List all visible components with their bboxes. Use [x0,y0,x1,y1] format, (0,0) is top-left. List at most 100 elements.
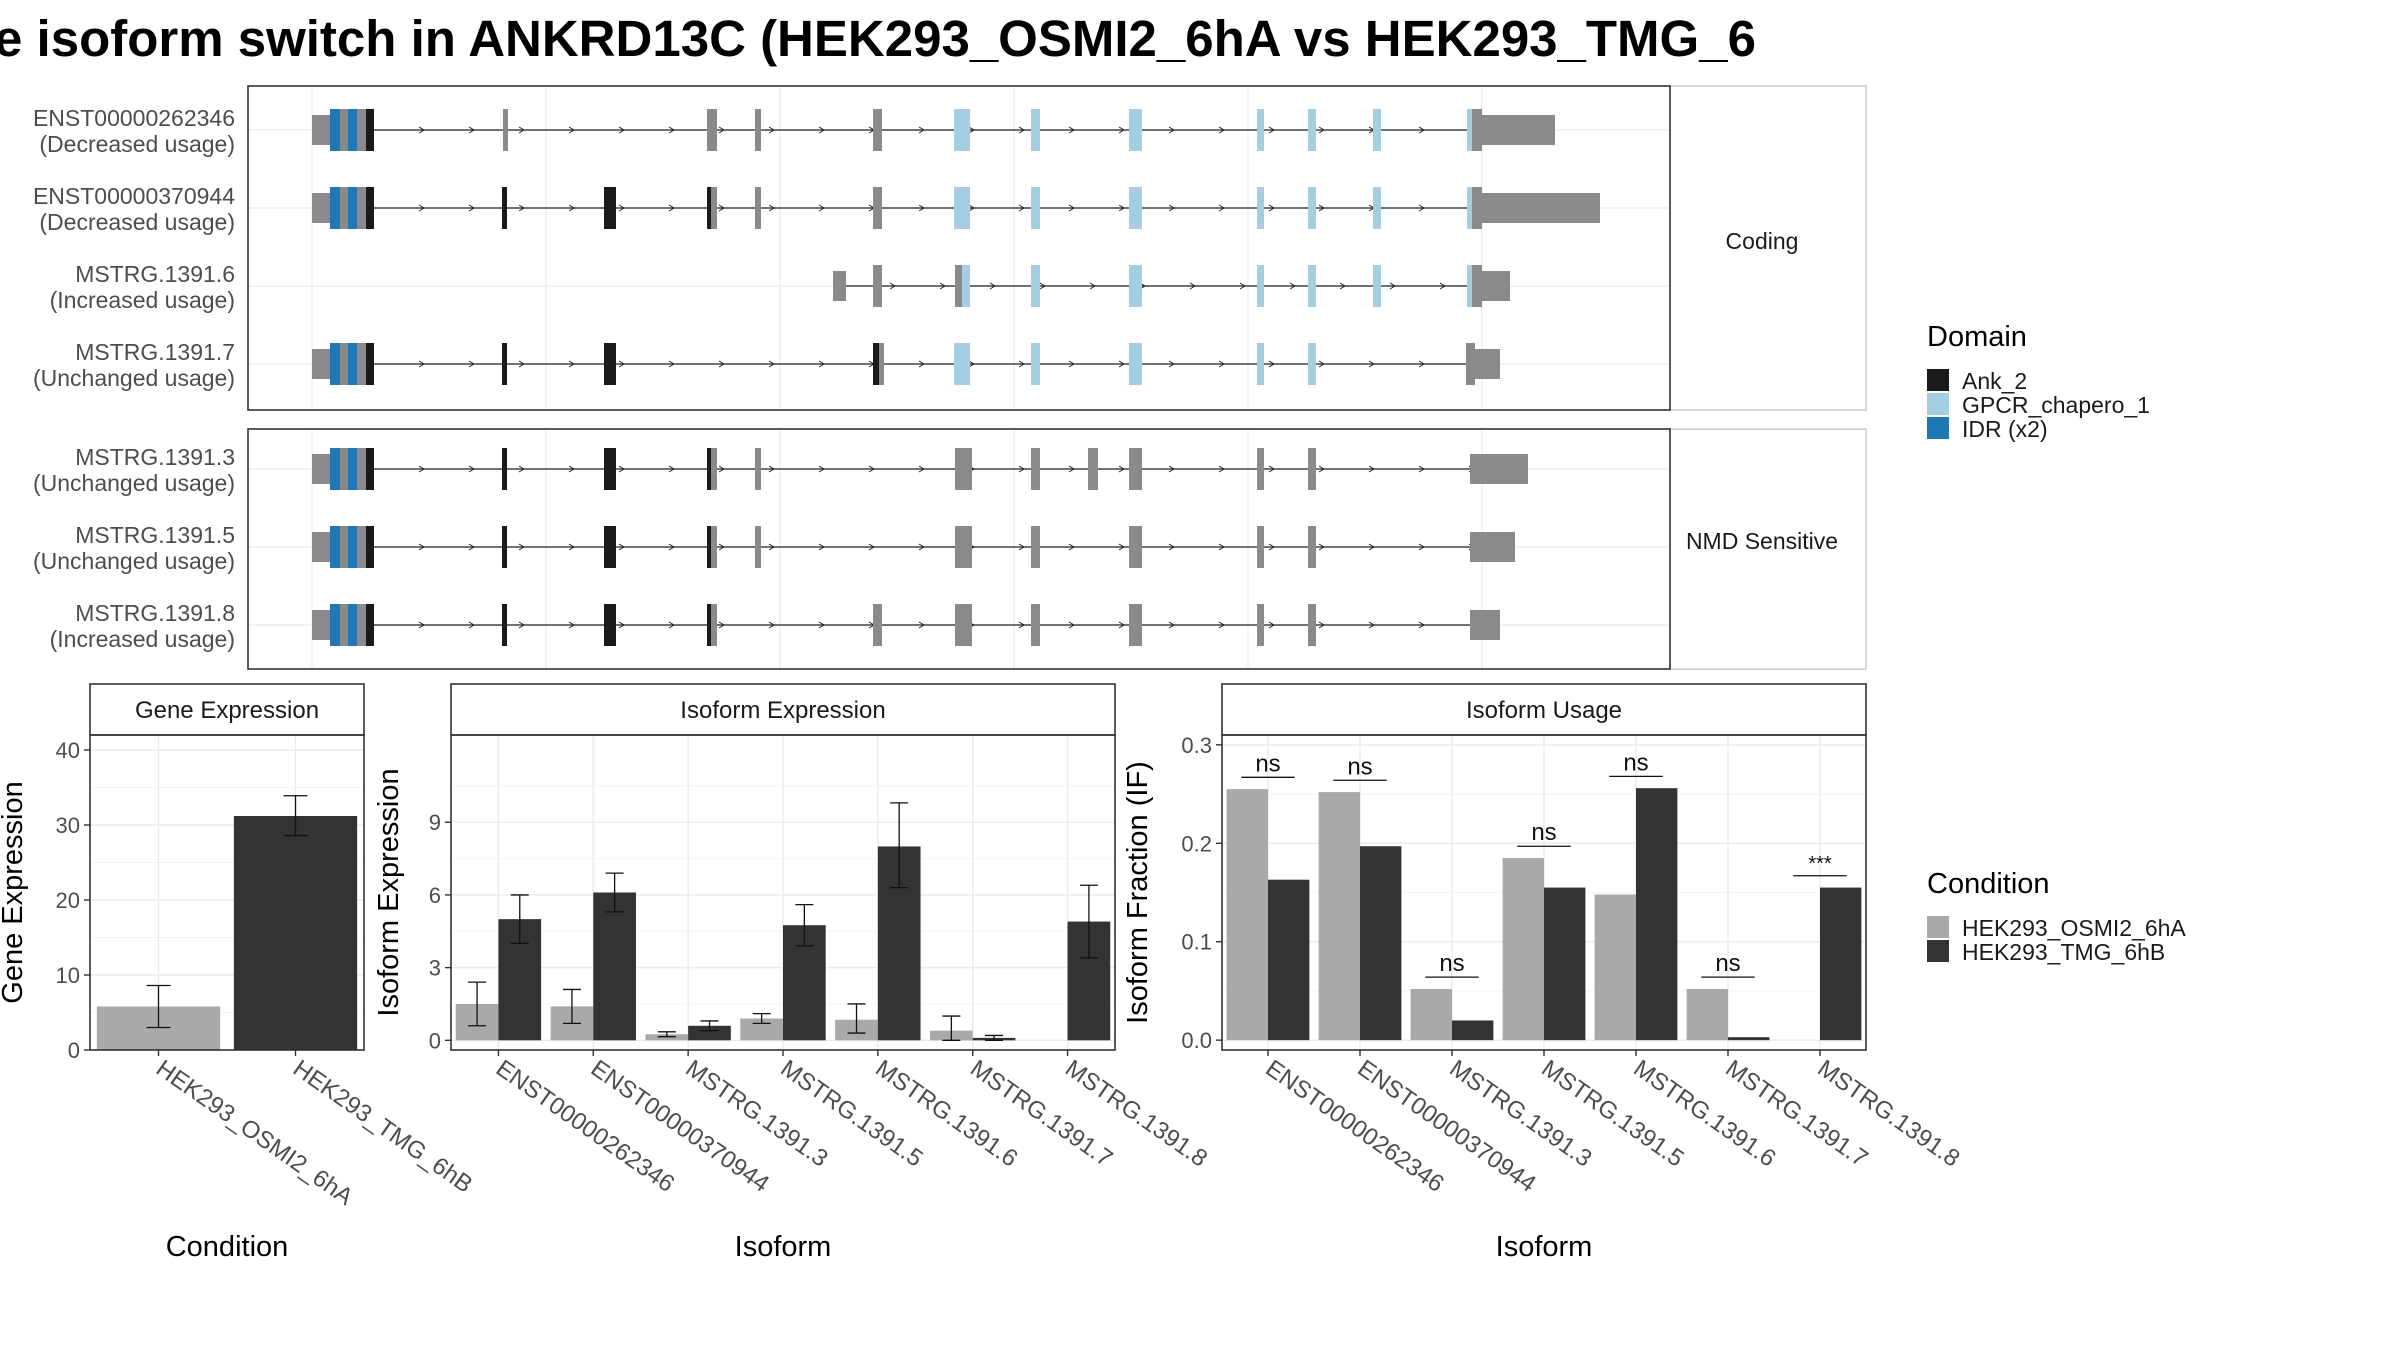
legend-swatch-cond-a [1927,916,1949,938]
exon [707,526,711,568]
exon [348,448,357,490]
exon [873,109,882,151]
exon [1373,265,1381,307]
legend-swatch-gpcr [1927,393,1949,415]
exon [1129,448,1142,490]
legend-label-cond-a: HEK293_OSMI2_6hA [1962,915,2186,941]
exon [1472,109,1482,151]
transcript-label: MSTRG.1391.3 [75,444,235,470]
transcript-label: MSTRG.1391.7 [75,339,235,365]
transcript-label: ENST00000262346 [33,105,235,131]
exon [873,265,882,307]
legend-label-gpcr: GPCR_chapero_1 [1962,392,2150,418]
y-tick-label: 0.1 [1181,930,1212,955]
transcript-usage-label: (Unchanged usage) [33,365,235,391]
exon [962,265,970,307]
exon [1129,343,1142,385]
exon [1031,109,1040,151]
exon [366,526,374,568]
exon [366,604,374,646]
transcript-usage-label: (Increased usage) [50,287,235,313]
exon [954,343,970,385]
y-tick-label: 0 [68,1038,80,1063]
exon [873,187,882,229]
bar [1268,880,1309,1040]
exon [955,526,972,568]
panel-title: Isoform Expression [680,697,885,724]
exon [366,448,374,490]
exon [357,343,366,385]
exon [1308,109,1316,151]
significance-label: ns [1531,819,1556,846]
exon [1308,448,1316,490]
transcript-usage-label: (Decreased usage) [39,209,235,235]
exon [955,265,962,307]
y-tick-label: 0.0 [1181,1028,1212,1053]
legend-label-ank2: Ank_2 [1962,368,2027,394]
exon [357,109,366,151]
exon [1031,343,1040,385]
exon [1031,526,1040,568]
bar [1360,846,1401,1040]
exon [366,109,374,151]
y-tick-label: 3 [429,956,441,981]
exon [348,604,357,646]
transcript-usage-label: (Increased usage) [50,626,235,652]
facet-label-nmd: NMD Sensitive [1686,528,1838,554]
y-tick-label: 0.2 [1181,831,1212,856]
bar [1687,989,1728,1040]
exon [340,526,348,568]
exon [755,448,761,490]
y-tick-label: 6 [429,883,441,908]
exon [312,454,330,484]
transcript-usage-label: (Decreased usage) [39,131,235,157]
y-tick-label: 0 [429,1028,441,1053]
exon [330,187,340,229]
bar [593,893,636,1041]
exon [1031,265,1040,307]
exon [604,604,616,646]
panel-title: Isoform Usage [1466,697,1622,724]
exon [1129,109,1142,151]
exon [1257,526,1264,568]
exon [340,343,348,385]
condition-legend: Condition HEK293_OSMI2_6hA HEK293_TMG_6h… [1927,868,2186,965]
exon [604,526,616,568]
exon [711,187,717,229]
transcript-usage-label: (Unchanged usage) [33,548,235,574]
exon [1257,448,1264,490]
transcript-structure-panel: ENST00000262346(Decreased usage)ENST0000… [33,86,1866,669]
x-tick-label: ENST00000370944 [586,1055,774,1198]
exon [1470,610,1500,640]
exon [1129,604,1142,646]
exon [1470,454,1528,484]
exon [1470,532,1515,562]
exon [502,604,507,646]
exon [502,448,507,490]
facet-label-coding: Coding [1726,228,1799,254]
exon [707,187,711,229]
exon [833,271,846,301]
bar-panels: Gene Expression010203040HEK293_OSMI2_6hA… [0,684,1965,1263]
figure-title: e isoform switch in ANKRD13C (HEK293_OSM… [0,10,1756,67]
exon [340,448,348,490]
exon [707,109,717,151]
bar [1411,989,1452,1040]
exon [312,349,330,379]
significance-label: ns [1255,750,1280,777]
exon [1129,526,1142,568]
exon [366,187,374,229]
exon [348,187,357,229]
y-tick-label: 30 [56,813,80,838]
exon [954,187,970,229]
exon [312,193,330,223]
bar [1728,1037,1769,1040]
y-tick-label: 9 [429,810,441,835]
x-axis-title: Condition [166,1231,289,1263]
legend-swatch-ank2 [1927,369,1949,391]
exon [1257,265,1264,307]
legend-swatch-cond-b [1927,940,1949,962]
exon [1257,109,1264,151]
bar [1452,1020,1493,1040]
transcript-label: MSTRG.1391.5 [75,522,235,548]
